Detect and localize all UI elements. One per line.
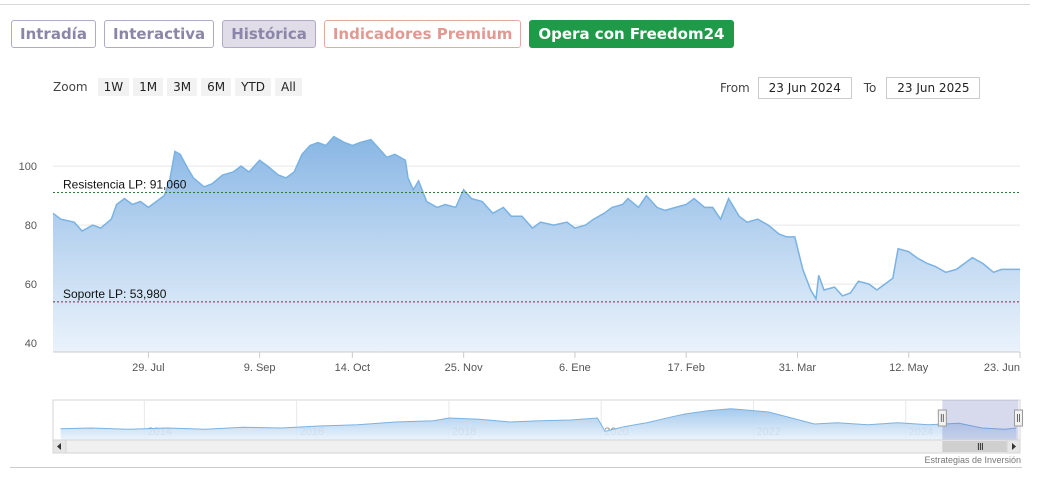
zoom-1w-button[interactable]: 1W <box>97 78 130 96</box>
price-line <box>52 135 1020 302</box>
tab-intradia[interactable]: Intradía <box>11 20 96 48</box>
range-selector: From 23 Jun 2024 To 23 Jun 2025 <box>720 77 981 99</box>
x-tick-label: 9. Sep <box>244 362 276 374</box>
from-date-input[interactable]: 23 Jun 2024 <box>757 77 852 99</box>
to-date-input[interactable]: 23 Jun 2025 <box>886 77 981 99</box>
x-tick-label: 17. Feb <box>668 362 705 374</box>
navigator-year-label: 2018 <box>452 426 476 438</box>
navigator-year-label: 2022 <box>757 426 781 438</box>
tab-interactiva[interactable]: Interactiva <box>103 20 215 48</box>
x-tick-label: 23. Jun <box>984 362 1020 374</box>
navigator-scrollbar-thumb <box>942 441 1019 452</box>
x-tick-label: 12. May <box>889 362 929 374</box>
footer-credit: Estrategias de Inversión <box>924 455 1021 465</box>
y-tick-label: 60 <box>25 279 37 291</box>
zoom-1m-button[interactable]: 1M <box>133 78 164 96</box>
navigator-year-label: 2024 <box>909 426 933 438</box>
zoom-6m-button[interactable]: 6M <box>201 78 232 96</box>
y-tick-label: 40 <box>25 338 37 350</box>
navigator-frame <box>52 399 1021 441</box>
zoom-label: Zoom <box>53 80 88 94</box>
navigator-selection <box>942 400 1019 440</box>
navigator-year-label: 2014 <box>147 426 171 438</box>
navigator-year-label: 2020 <box>604 426 628 438</box>
scroll-right-arrow-icon <box>1012 443 1016 450</box>
y-tick-label: 80 <box>25 220 37 232</box>
tab-indicadores-premium[interactable]: Indicadores Premium <box>323 20 522 48</box>
navigator-area <box>60 408 1017 440</box>
x-tick-label: 29. Jul <box>132 362 164 374</box>
navigator-handle-right <box>1013 409 1023 427</box>
navigator-handle-left <box>937 409 947 427</box>
scroll-right-button <box>1006 439 1021 454</box>
navigator-line <box>60 408 1017 432</box>
zoom-3m-button[interactable]: 3M <box>167 78 198 96</box>
to-label: To <box>863 81 877 95</box>
x-tick-label: 6. Ene <box>559 362 591 374</box>
opera-freedom24-button[interactable]: Opera con Freedom24 <box>529 20 734 48</box>
x-tick-label: 25. Nov <box>445 362 483 374</box>
view-tabs: Intradía Interactiva Histórica Indicador… <box>11 20 734 48</box>
x-tick-label: 14. Oct <box>335 362 370 374</box>
zoom-selector: Zoom 1W 1M 3M 6M YTD All <box>53 78 302 96</box>
scroll-left-arrow-icon <box>57 443 61 450</box>
from-label: From <box>720 81 750 95</box>
zoom-all-button[interactable]: All <box>275 78 302 96</box>
resistance-label: Resistencia LP: 91,060 <box>63 177 187 191</box>
tab-historica[interactable]: Histórica <box>222 20 316 48</box>
bottom-divider <box>10 467 1022 468</box>
y-tick-label: 100 <box>19 161 37 173</box>
price-area <box>53 136 1020 352</box>
support-label: Soporte LP: 53,980 <box>63 287 167 301</box>
navigator-scrollbar-track <box>52 439 1021 454</box>
zoom-ytd-button[interactable]: YTD <box>235 78 271 96</box>
x-tick-label: 31. Mar <box>779 362 817 374</box>
navigator-year-label: 2016 <box>300 426 324 438</box>
top-divider <box>0 4 1030 5</box>
scroll-left-button <box>52 439 67 454</box>
